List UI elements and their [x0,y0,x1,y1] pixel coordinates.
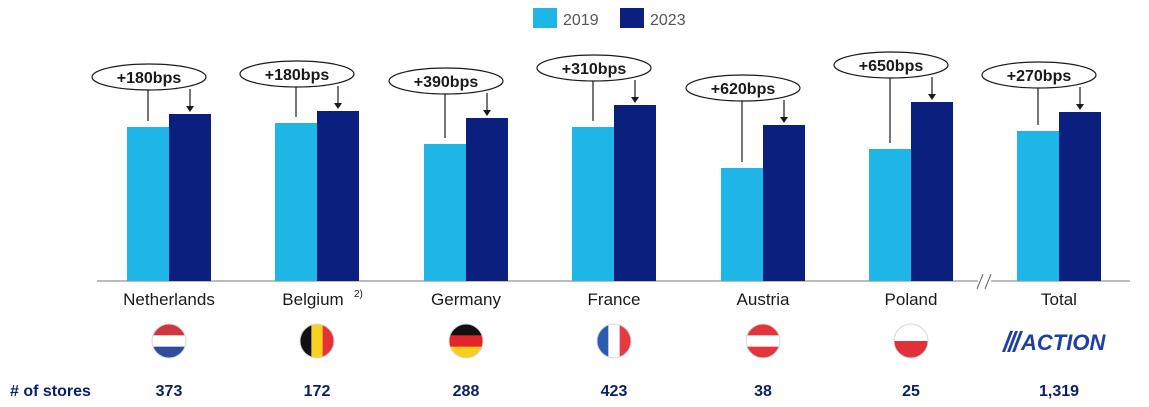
change-bubble [685,74,801,102]
belgium-flag-icon [300,324,334,358]
bar-2023-total [1059,112,1101,281]
arrow-head [334,103,342,109]
change-label: +180bps [117,70,182,87]
change-label: +650bps [859,58,924,75]
bar-2019-germany [424,144,466,281]
category-label: France [588,290,641,309]
stores-row-label: # of stores [10,383,91,400]
change-bubble [833,51,949,79]
category-label: Poland [885,290,938,309]
stores-value: 1,319 [1039,383,1079,400]
change-bubble [91,63,207,91]
stores-value: 38 [754,383,772,400]
legend-label-2023: 2023 [650,12,686,29]
netherlands-flag-icon [152,324,186,358]
bar-2023-belgium [317,111,359,281]
flag-outline [448,323,484,359]
arrow-head [631,97,639,103]
change-label: +270bps [1007,68,1072,85]
bar-2019-poland [869,149,911,281]
poland-flag-icon [894,324,928,358]
action-logo: ACTION [1020,330,1106,355]
arrow-head [1076,104,1084,110]
flag-outline [299,323,335,359]
logo-stripe [1002,331,1013,352]
bar-2023-france [614,105,656,281]
france-flag-icon [597,324,631,358]
flag-outline [893,323,929,359]
bar-2019-austria [721,168,763,281]
change-label: +620bps [711,81,776,98]
category-label: Austria [737,290,790,309]
change-bubble [388,67,504,95]
germany-flag-icon [449,324,483,358]
bar-2023-germany [466,118,508,281]
bar-2023-austria [763,125,805,281]
legend-label-2019: 2019 [563,12,599,29]
category-label: Netherlands [123,290,215,309]
change-label: +180bps [265,67,330,84]
category-footnote: 2) [354,289,363,300]
change-label: +390bps [414,74,479,91]
category-label: Belgium [282,290,343,309]
bar-2023-poland [911,102,953,281]
bar-2019-total [1017,131,1059,281]
legend-swatch-2019 [533,8,557,28]
bar-2019-netherlands [127,127,169,281]
flag-outline [745,323,781,359]
change-bubble [536,54,652,82]
austria-flag-icon [746,324,780,358]
arrow-head [186,106,194,112]
axis-break-mark [976,273,984,290]
flag-outline [596,323,632,359]
arrow-head [483,110,491,116]
axis-break-mark [984,273,992,290]
stores-value: 172 [304,383,331,400]
change-bubble [239,60,355,88]
change-bubble [981,61,1097,89]
category-label: Germany [431,290,501,309]
bar-2019-belgium [275,123,317,281]
stores-value: 288 [453,383,480,400]
category-label: Total [1041,290,1077,309]
bar-2019-france [572,127,614,281]
stores-value: 423 [601,383,628,400]
change-label: +310bps [562,61,627,78]
logo-stripe [1012,331,1023,352]
arrow-head [780,117,788,123]
logo-stripe [1007,331,1018,352]
bar-2023-netherlands [169,114,211,281]
stores-value: 25 [902,383,920,400]
stores-value: 373 [156,383,183,400]
arrow-head [928,94,936,100]
flag-outline [151,323,187,359]
legend-swatch-2023 [620,8,644,28]
